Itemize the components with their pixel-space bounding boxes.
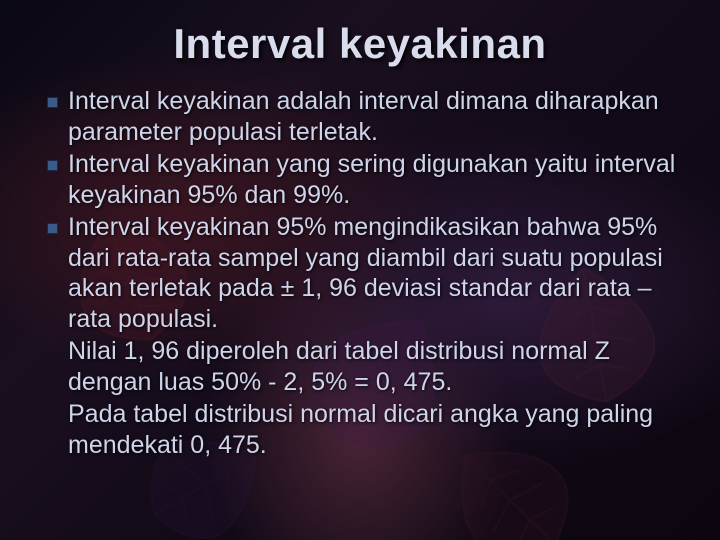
bullet-icon xyxy=(36,86,68,108)
list-item: Nilai 1, 96 diperoleh dari tabel distrib… xyxy=(36,336,684,397)
bullet-icon xyxy=(36,149,68,171)
list-item: Interval keyakinan 95% mengindikasikan b… xyxy=(36,212,684,334)
list-item-text: Pada tabel distribusi normal dicari angk… xyxy=(68,399,684,460)
list-item-text: Nilai 1, 96 diperoleh dari tabel distrib… xyxy=(68,336,684,397)
list-item: Interval keyakinan yang sering digunakan… xyxy=(36,149,684,210)
list-item-text: Interval keyakinan 95% mengindikasikan b… xyxy=(68,212,684,334)
slide-container: Interval keyakinan Interval keyakinan ad… xyxy=(0,0,720,540)
list-item: Interval keyakinan adalah interval diman… xyxy=(36,86,684,147)
bullet-icon xyxy=(36,212,68,234)
list-item-text: Interval keyakinan yang sering digunakan… xyxy=(68,149,684,210)
list-item: Pada tabel distribusi normal dicari angk… xyxy=(36,399,684,460)
list-item-text: Interval keyakinan adalah interval diman… xyxy=(68,86,684,147)
slide-title: Interval keyakinan xyxy=(30,20,690,68)
slide-body: Interval keyakinan adalah interval diman… xyxy=(30,86,690,460)
